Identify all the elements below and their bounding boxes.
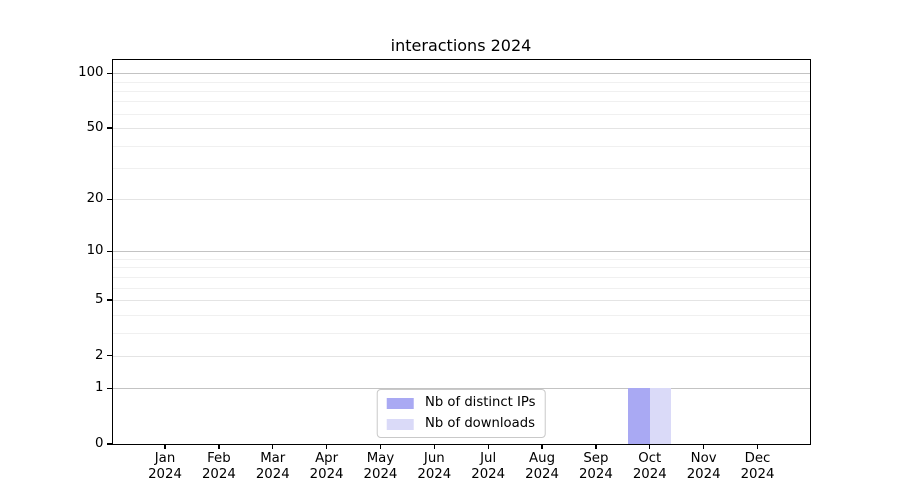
x-tick-month: Nov	[690, 451, 717, 466]
x-tick-year: 2024	[201, 466, 236, 482]
y-tick-label-1: 1	[95, 380, 104, 396]
y-tick-5	[107, 299, 113, 301]
x-tick-label-apr: Apr 2024	[295, 451, 359, 482]
x-tick-label-dec: Dec 2024	[725, 451, 789, 482]
gridline-minor-y7	[112, 276, 810, 278]
gridline-y100	[112, 73, 810, 75]
x-tick-month: Feb	[207, 451, 231, 466]
x-tick-month: May	[366, 451, 395, 466]
gridline-minor-y70	[112, 101, 810, 103]
x-tick-may	[379, 444, 382, 449]
gridline-minor-y8	[112, 267, 810, 269]
x-tick-label-may: May 2024	[348, 451, 412, 482]
x-tick-label-oct: Oct 2024	[618, 451, 682, 482]
y-tick-0	[107, 443, 113, 445]
gridline-y5	[112, 300, 810, 302]
y-tick-label-100: 100	[78, 65, 104, 81]
gridline-minor-y3	[112, 332, 810, 334]
x-tick-label-aug: Aug 2024	[510, 451, 574, 482]
x-tick-month: Oct	[638, 451, 662, 466]
x-tick-aug	[541, 444, 543, 449]
y-tick-label-2: 2	[95, 347, 104, 363]
x-tick-month: Mar	[260, 451, 286, 466]
gridline-minor-y30	[112, 168, 810, 170]
gridline-minor-y60	[112, 113, 810, 115]
x-tick-sep	[595, 444, 597, 449]
y-tick-label-50: 50	[86, 120, 104, 136]
plot-area: Nb of distinct IPs Nb of downloads 0 1 2 5 1…	[78, 59, 811, 482]
x-tick-month: Jan	[154, 451, 176, 466]
x-tick-oct	[649, 444, 651, 449]
x-tick-month: Dec	[744, 451, 771, 466]
legend-item: Nb of distinct IPs	[386, 395, 536, 411]
x-tick-month: Jul	[480, 451, 497, 466]
y-tick-label-20: 20	[86, 191, 104, 207]
x-tick-year: 2024	[309, 466, 344, 482]
y-tick-50	[107, 127, 113, 129]
x-tick-year: 2024	[740, 466, 775, 482]
x-tick-month: Aug	[529, 451, 556, 466]
y-tick-10	[107, 250, 113, 252]
legend-swatch-distinct-ips	[386, 397, 414, 409]
chart-title: interactions 2024	[390, 36, 532, 55]
x-tick-month: Apr	[315, 451, 339, 466]
legend: Nb of distinct IPs Nb of downloads	[376, 389, 546, 438]
y-tick-label-5: 5	[95, 292, 104, 308]
x-tick-dec	[756, 444, 759, 449]
gridline-y2	[112, 355, 810, 357]
x-tick-year: 2024	[363, 466, 398, 482]
y-tick-label-0: 0	[95, 436, 104, 451]
y-tick-1	[107, 387, 113, 389]
x-tick-month: Sep	[583, 451, 609, 466]
x-tick-jul	[487, 444, 489, 449]
legend-swatch-downloads	[386, 418, 414, 430]
y-tick-2	[107, 355, 113, 357]
x-tick-label-jul: Jul 2024	[456, 451, 520, 482]
bar-oct-nb-of-downloads	[649, 388, 672, 444]
gridline-y20	[112, 199, 810, 201]
gridline-y50	[112, 128, 810, 130]
x-tick-apr	[325, 444, 328, 449]
x-tick-label-sep: Sep 2024	[564, 451, 628, 482]
x-tick-year: 2024	[255, 466, 290, 482]
legend-item: Nb of downloads	[386, 416, 536, 432]
x-tick-year: 2024	[578, 466, 613, 482]
x-tick-label-jun: Jun 2024	[402, 451, 466, 482]
x-tick-feb	[218, 444, 220, 449]
x-tick-mar	[272, 444, 274, 449]
y-tick-label-10: 10	[86, 243, 104, 259]
legend-label: Nb of downloads	[424, 416, 535, 431]
x-tick-year: 2024	[525, 466, 559, 482]
x-tick-year: 2024	[471, 466, 506, 482]
x-tick-year: 2024	[417, 466, 452, 482]
gridline-minor-y40	[112, 145, 810, 147]
x-tick-jan	[164, 444, 166, 449]
x-tick-nov	[702, 444, 705, 449]
y-tick-20	[107, 198, 113, 201]
x-tick-year: 2024	[632, 466, 667, 482]
legend-label: Nb of distinct IPs	[424, 395, 536, 410]
y-tick-100	[107, 72, 113, 74]
gridline-minor-y6	[112, 287, 810, 289]
x-tick-label-jan: Jan 2024	[133, 451, 197, 482]
gridline-y1	[112, 388, 810, 390]
x-tick-jun	[433, 444, 435, 449]
gridline-minor-y90	[112, 81, 810, 83]
gridline-minor-y4	[112, 314, 810, 316]
x-tick-label-mar: Mar 2024	[241, 451, 305, 482]
gridline-minor-y80	[112, 90, 810, 92]
x-tick-label-nov: Nov 2024	[672, 451, 736, 482]
gridline-minor-y9	[112, 258, 810, 260]
gridline-y10	[112, 251, 810, 253]
x-tick-year: 2024	[686, 466, 721, 482]
x-tick-label-feb: Feb 2024	[187, 451, 251, 482]
x-tick-month: Jun	[423, 451, 445, 466]
bar-oct-nb-of-distinct-ips	[628, 388, 650, 444]
x-tick-year: 2024	[148, 466, 182, 482]
